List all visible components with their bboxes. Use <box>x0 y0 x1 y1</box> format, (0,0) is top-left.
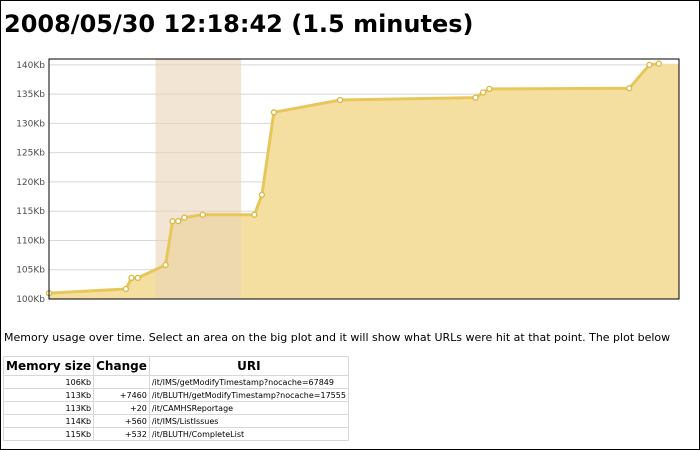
y-tick-label: 125Kb <box>16 149 45 159</box>
data-point[interactable] <box>646 61 653 69</box>
cell-memory: 115Kb <box>2 427 95 441</box>
y-tick-label: 135Kb <box>16 90 45 100</box>
table-header-row: Memory size Change URI <box>2 356 349 376</box>
table-row: 114Kb +560 /it/IMS/ListIssues <box>2 414 349 428</box>
plot-border <box>48 58 680 300</box>
table-row: 113Kb +20 /it/CAMHSReportage <box>2 401 349 415</box>
data-point[interactable] <box>162 261 169 269</box>
y-tick-label: 110Kb <box>16 236 45 246</box>
data-point[interactable] <box>251 211 258 218</box>
table-row: 113Kb +7460 /it/BLUTH/getModifyTimestamp… <box>2 388 349 402</box>
data-point[interactable] <box>122 285 130 293</box>
cell-change <box>93 375 150 389</box>
memory-chart-svg[interactable]: 100Kb 105Kb 110Kb 115Kb 120Kb 125Kb 130Kb 135Kb… <box>0 50 700 310</box>
data-point[interactable] <box>472 94 479 101</box>
data-point[interactable] <box>128 274 135 282</box>
cell-uri: /it/BLUTH/getModifyTimestamp?nocache=175… <box>148 388 349 402</box>
cell-memory: 113Kb <box>2 401 95 415</box>
cell-change: +7460 <box>93 388 150 402</box>
data-point[interactable] <box>134 274 141 282</box>
y-tick-label: 100Kb <box>16 295 45 305</box>
data-point[interactable] <box>486 85 493 93</box>
y-tick-label: 115Kb <box>16 207 45 217</box>
url-table: Memory size Change URI 106Kb /it/IMS/get… <box>2 356 349 441</box>
table-row: 115Kb +532 /it/BLUTH/CompleteList <box>2 427 349 441</box>
cell-change: +532 <box>93 427 150 441</box>
memory-usage-plot[interactable]: 100Kb 105Kb 110Kb 115Kb 120Kb 125Kb 130Kb 135Kb… <box>0 50 700 310</box>
cell-uri: /it/IMS/ListIssues <box>148 414 349 428</box>
data-point[interactable] <box>655 60 662 67</box>
data-point[interactable] <box>626 85 633 92</box>
cell-memory: 113Kb <box>2 388 95 402</box>
cell-uri: /it/CAMHSReportage <box>148 401 349 415</box>
y-tick-label: 105Kb <box>16 266 45 276</box>
cell-memory: 114Kb <box>2 414 95 428</box>
selection-area[interactable] <box>155 59 242 299</box>
plot-description: Memory usage over time. Select an area o… <box>4 331 671 344</box>
y-tick-label: 130Kb <box>16 119 45 129</box>
cell-memory: 106Kb <box>2 375 95 389</box>
data-point[interactable] <box>479 89 487 96</box>
header-memory-size: Memory size <box>2 356 95 376</box>
data-point[interactable] <box>258 191 266 198</box>
data-point[interactable] <box>336 96 344 104</box>
page-title: 2008/05/30 12:18:42 (1.5 minutes) <box>4 10 474 38</box>
cell-change: +20 <box>93 401 150 415</box>
data-point[interactable] <box>169 217 176 225</box>
data-point[interactable] <box>181 214 188 221</box>
table-row: 106Kb /it/IMS/getModifyTimestamp?nocache… <box>2 375 349 389</box>
data-point[interactable] <box>175 217 182 225</box>
y-tick-label: 120Kb <box>16 178 45 188</box>
header-change: Change <box>93 356 150 376</box>
data-point[interactable] <box>270 109 278 116</box>
header-uri: URI <box>148 356 349 376</box>
cell-uri: /it/IMS/getModifyTimestamp?nocache=67849 <box>148 375 349 389</box>
cell-change: +560 <box>93 414 150 428</box>
cell-uri: /it/BLUTH/CompleteList <box>148 427 349 441</box>
data-point[interactable] <box>199 211 206 218</box>
y-tick-label: 140Kb <box>16 61 45 71</box>
